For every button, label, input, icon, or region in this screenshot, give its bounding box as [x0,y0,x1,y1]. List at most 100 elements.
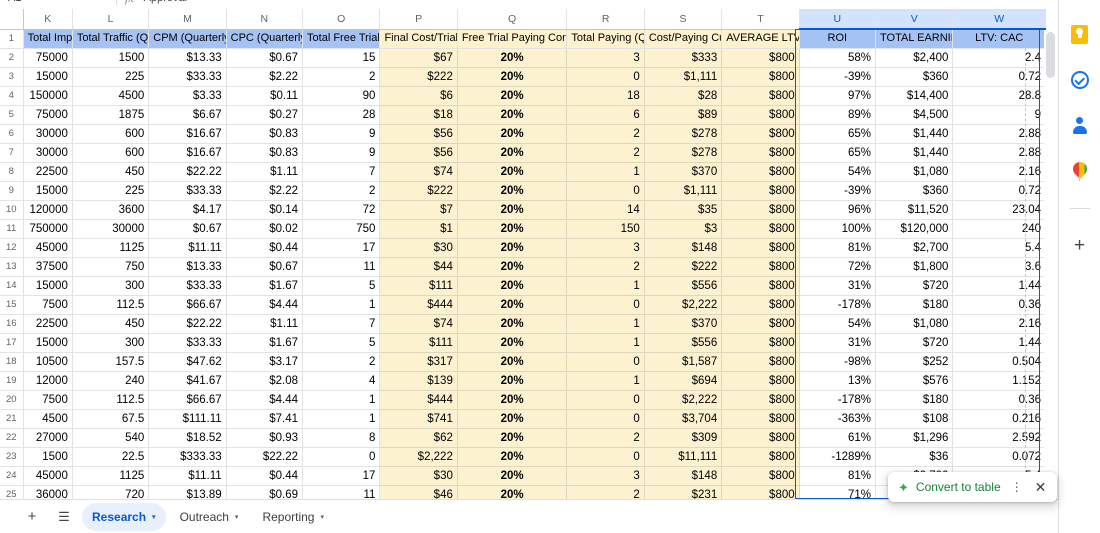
cell-l3[interactable]: 225 [72,67,150,87]
cell-n10[interactable]: $0.14 [226,200,304,220]
cell-p11[interactable]: $1 [379,219,458,239]
cell-q20[interactable]: 20% [457,390,568,410]
cell-l8[interactable]: 450 [72,162,150,182]
row-number[interactable]: 1 [0,29,24,49]
cell-o18[interactable]: 2 [302,352,381,372]
cell-u8[interactable]: 54% [798,162,877,182]
cell-s14[interactable]: $556 [644,276,723,296]
cell-s20[interactable]: $2,222 [644,390,723,410]
cell-w16[interactable]: 2.16 [952,314,1046,334]
chevron-down-icon[interactable]: ▾ [234,513,239,521]
cell-s17[interactable]: $556 [644,333,723,353]
cell-w13[interactable]: 3.6 [952,257,1046,277]
cell-p14[interactable]: $111 [379,276,458,296]
cell-u7[interactable]: 65% [798,143,877,163]
cell-v21[interactable]: $108 [875,409,954,429]
cell-k11[interactable]: 750000 [23,219,73,239]
cell-w18[interactable]: 0.504 [952,352,1046,372]
cell-u12[interactable]: 81% [798,238,877,258]
cell-v23[interactable]: $36 [875,447,954,467]
cell-k7[interactable]: 30000 [23,143,73,163]
cell-r10[interactable]: 14 [566,200,645,220]
more-options-icon[interactable]: ⋮ [1010,480,1023,494]
table-row[interactable]: 24 45000 1125 $11.11 $0.44 17 $30 20% 3 $148 $800 8… [0,466,1046,486]
cell-o13[interactable]: 11 [302,257,381,277]
cell-t25[interactable]: $800 [721,485,800,499]
cell-l23[interactable]: 22.5 [72,447,150,467]
cell-k12[interactable]: 45000 [23,238,73,258]
cell-s5[interactable]: $89 [644,105,723,125]
cell-s13[interactable]: $222 [644,257,723,277]
header-cell-q[interactable]: Free Trial Paying Conversion Rate (Quart… [457,29,568,49]
cell-v17[interactable]: $720 [875,333,954,353]
table-row[interactable]: 11 750000 30000 $0.67 $0.02 750 $1 20% 150 $3 $800… [0,219,1046,239]
cell-p15[interactable]: $444 [379,295,458,315]
cell-l10[interactable]: 3600 [72,200,150,220]
cell-r20[interactable]: 0 [566,390,645,410]
google-tasks-icon[interactable] [1068,68,1092,92]
row-number[interactable]: 18 [0,352,24,372]
column-header-o[interactable]: O [302,9,381,30]
cell-r4[interactable]: 18 [566,86,645,106]
cell-q19[interactable]: 20% [457,371,568,391]
cell-l21[interactable]: 67.5 [72,409,150,429]
cell-o19[interactable]: 4 [302,371,381,391]
cell-t21[interactable]: $800 [721,409,800,429]
column-header-q[interactable]: Q [457,9,568,30]
chevron-down-icon[interactable]: ▾ [152,513,156,521]
cell-t13[interactable]: $800 [721,257,800,277]
google-maps-icon[interactable] [1068,159,1092,184]
row-number[interactable]: 7 [0,143,24,163]
cell-k23[interactable]: 1500 [23,447,73,467]
cell-m4[interactable]: $3.33 [148,86,227,106]
cell-q15[interactable]: 20% [457,295,568,315]
convert-to-table-label[interactable]: Convert to table [915,480,1001,494]
cell-r19[interactable]: 1 [566,371,645,391]
cell-v2[interactable]: $2,400 [875,48,954,68]
cell-k14[interactable]: 15000 [23,276,73,296]
row-number[interactable]: 13 [0,257,24,277]
cell-s19[interactable]: $694 [644,371,723,391]
column-header-m[interactable]: M [148,9,227,30]
table-row[interactable]: 19 12000 240 $41.67 $2.08 4 $139 20% 1 $694 $800 13… [0,371,1046,391]
cell-v19[interactable]: $576 [875,371,954,391]
cell-q11[interactable]: 20% [457,219,568,239]
column-header-k[interactable]: K [23,9,73,30]
name-box[interactable]: A1 [0,0,90,4]
row-number[interactable]: 16 [0,314,24,334]
cell-o20[interactable]: 1 [302,390,381,410]
row-number[interactable]: 4 [0,86,24,106]
cell-m2[interactable]: $13.33 [148,48,227,68]
table-row[interactable]: 16 22500 450 $22.22 $1.11 7 $74 20% 1 $370 $800 54%… [0,314,1046,334]
cell-v22[interactable]: $1,296 [875,428,954,448]
cell-u22[interactable]: 61% [798,428,877,448]
row-number[interactable]: 5 [0,105,24,125]
cell-p8[interactable]: $74 [379,162,458,182]
cell-t24[interactable]: $800 [721,466,800,486]
cell-w15[interactable]: 0.36 [952,295,1046,315]
table-row[interactable]: 5 75000 1875 $6.67 $0.27 28 $18 20% 6 $89 $800 89% $… [0,105,1046,125]
cell-k16[interactable]: 22500 [23,314,73,334]
cell-o22[interactable]: 8 [302,428,381,448]
row-number[interactable]: 25 [0,485,24,499]
header-cell-r[interactable]: Total Paying (Quarterly) [566,29,645,49]
cell-s22[interactable]: $309 [644,428,723,448]
cell-n2[interactable]: $0.67 [226,48,304,68]
cell-n17[interactable]: $1.67 [226,333,304,353]
cell-w5[interactable]: 9 [952,105,1046,125]
vertical-scrollbar-thumb[interactable] [1046,32,1055,78]
cell-l19[interactable]: 240 [72,371,150,391]
cell-s11[interactable]: $3 [644,219,723,239]
column-header-t[interactable]: T [721,9,800,30]
row-number[interactable]: 20 [0,390,24,410]
row-number[interactable]: 19 [0,371,24,391]
cell-q4[interactable]: 20% [457,86,568,106]
table-row[interactable]: 18 10500 157.5 $47.62 $3.17 2 $317 20% 0 $1,587 $8… [0,352,1046,372]
cell-n12[interactable]: $0.44 [226,238,304,258]
header-cell-o[interactable]: Total Free Trials (Quarterly) [302,29,381,49]
cell-q7[interactable]: 20% [457,143,568,163]
cell-t12[interactable]: $800 [721,238,800,258]
sheet-tab-outreach[interactable]: Outreach ▾ [170,503,249,531]
google-contacts-icon[interactable] [1068,114,1092,138]
cell-l16[interactable]: 450 [72,314,150,334]
